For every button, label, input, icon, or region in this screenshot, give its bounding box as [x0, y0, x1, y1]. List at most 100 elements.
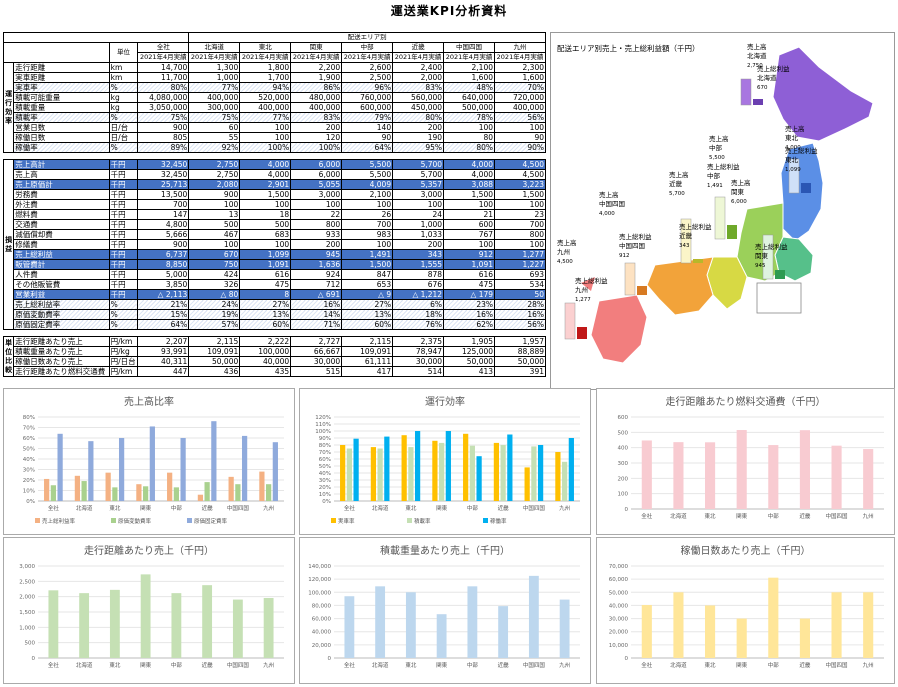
table-row: 積載率% 75% 75% 77% 83% 79% 80% 78% 56%	[4, 112, 546, 123]
y-tick-label: 50%	[23, 447, 35, 453]
row-value: 400,000	[239, 102, 292, 113]
profit-bar	[693, 259, 703, 263]
row-value: 13,500	[137, 189, 190, 200]
row-value: 18	[239, 209, 292, 220]
row-value: 60%	[239, 319, 292, 330]
row-value: 8,850	[137, 259, 190, 270]
y-tick-label: 0	[625, 656, 629, 662]
row-value: 5,000	[137, 269, 190, 280]
row-value: 693	[494, 269, 546, 280]
chart-title: 走行距離あたり燃料交通費（千円）	[666, 395, 826, 408]
row-value: 1,600	[443, 72, 496, 83]
row-value: 1,905	[443, 336, 496, 347]
column-period: 2021年4月実績	[392, 52, 445, 63]
x-tick-label: 九州	[863, 661, 874, 669]
row-label: 営業日数	[13, 122, 110, 133]
map-label: 近畿	[669, 179, 683, 188]
row-value: 79%	[341, 112, 394, 123]
bar	[263, 597, 274, 658]
row-value: 945	[290, 249, 343, 260]
row-value: 436	[188, 366, 241, 377]
y-tick-label: 40,000	[609, 603, 629, 609]
row-value: 878	[392, 269, 445, 280]
row-unit: kg	[108, 92, 139, 103]
row-value: 520,000	[239, 92, 292, 103]
row-label: 外注費	[13, 199, 110, 210]
row-value: 78%	[443, 112, 496, 123]
row-value: 933	[290, 229, 343, 240]
x-tick-label: 東北	[405, 661, 417, 669]
row-unit: 千円	[108, 209, 139, 220]
row-value: 447	[137, 366, 190, 377]
column-header: 中部	[341, 42, 394, 53]
row-value: 56%	[494, 112, 546, 123]
y-tick-label: 50,000	[609, 590, 629, 596]
row-value: 500	[239, 219, 292, 230]
chart-title: 稼働日数あたり売上（千円）	[681, 544, 811, 557]
row-value: 62%	[443, 319, 496, 330]
bar	[559, 599, 570, 658]
bar	[641, 605, 652, 658]
row-value: 1,500	[341, 259, 394, 270]
row-value: 11,700	[137, 72, 190, 83]
row-value: 19%	[188, 309, 241, 320]
row-label: 営業利益	[13, 289, 110, 300]
map-label: 1,099	[785, 167, 801, 173]
row-value: 900	[137, 239, 190, 250]
bar	[173, 487, 179, 501]
row-value: 100	[443, 199, 496, 210]
row-value: 24%	[188, 299, 241, 310]
sales-per-km-chart: 走行距離あたり売上（千円） 0 500 1,000 1,500 2,000 2,500 3,0…	[19, 544, 284, 669]
legend-swatch	[331, 518, 336, 523]
row-value: 1,099	[239, 249, 292, 260]
row-unit: 円/km	[108, 366, 139, 377]
row-unit: %	[108, 319, 139, 330]
bar	[673, 442, 684, 509]
x-tick-label: 中部	[171, 661, 183, 669]
row-value: 1,957	[494, 336, 546, 347]
column-period: 2021年4月実績	[188, 52, 241, 63]
x-tick-label: 中国四国	[826, 512, 849, 520]
column-period: 2021年4月実績	[494, 52, 546, 63]
x-tick-label: 北海道	[670, 512, 687, 520]
row-value: 5,500	[341, 169, 394, 180]
row-value: 4,000	[443, 169, 496, 180]
bar	[414, 431, 421, 501]
row-value: 2,400	[392, 62, 445, 73]
row-value: 514	[392, 366, 445, 377]
row-label: 積載重量あたり売上	[13, 346, 110, 357]
row-value: 27%	[341, 299, 394, 310]
operation-efficiency-chart: 運行効率 0%10%20%30%40%50%60%70%80%90%100%110…	[315, 395, 580, 525]
x-tick-label: 関東	[736, 661, 748, 669]
bar	[500, 445, 506, 501]
map-label: 売上高	[731, 178, 751, 187]
profit-bar	[637, 286, 647, 295]
row-value: 326	[188, 279, 241, 290]
x-tick-label: 近畿	[202, 661, 214, 669]
row-value: 1,000	[392, 219, 445, 230]
profit-bar	[801, 183, 811, 193]
bar	[524, 467, 530, 501]
table-row: 積載可能重量 kg 4,080,000 400,000 520,000 480,000 76…	[4, 92, 546, 103]
y-tick-label: 0	[32, 656, 36, 662]
y-tick-label: 40%	[23, 457, 35, 463]
map-label: 九州	[557, 247, 570, 256]
row-value: 30,000	[290, 356, 343, 367]
row-value: 6,737	[137, 249, 190, 260]
row-label: 走行距離あたり売上	[13, 336, 110, 347]
row-value: 18%	[392, 309, 445, 320]
row-value: 3,050,000	[137, 102, 190, 113]
row-value: 4,500	[494, 159, 546, 170]
row-value: 55	[188, 132, 241, 143]
x-tick-label: 東北	[109, 504, 121, 512]
row-value: 4,000	[239, 169, 292, 180]
row-label: 交通費	[13, 219, 110, 230]
row-value: 40,311	[137, 356, 190, 367]
row-value: 2,207	[137, 336, 190, 347]
table-row: 売上総利益率% 21% 24% 27% 16% 27% 6% 23% 28%	[4, 299, 546, 310]
bar	[112, 487, 118, 501]
row-value: 1,800	[239, 62, 292, 73]
row-unit: %	[108, 82, 139, 93]
row-value: 1,555	[392, 259, 445, 270]
row-value: 80%	[392, 112, 445, 123]
